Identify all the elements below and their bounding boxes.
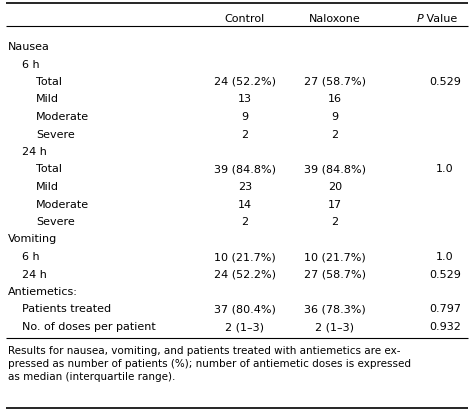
Text: Moderate: Moderate <box>36 112 89 122</box>
Text: 9: 9 <box>331 112 338 122</box>
Text: 2 (1–3): 2 (1–3) <box>226 322 264 332</box>
Text: 1.0: 1.0 <box>436 165 454 174</box>
Text: Results for nausea, vomiting, and patients treated with antiemetics are ex-: Results for nausea, vomiting, and patien… <box>8 346 401 356</box>
Text: 36 (78.3%): 36 (78.3%) <box>304 304 366 315</box>
Text: 27 (58.7%): 27 (58.7%) <box>304 270 366 279</box>
Text: 17: 17 <box>328 200 342 210</box>
Text: 2: 2 <box>241 129 248 139</box>
Text: 6 h: 6 h <box>22 252 40 262</box>
Text: 10 (21.7%): 10 (21.7%) <box>304 252 366 262</box>
Text: 23: 23 <box>238 182 252 192</box>
Text: 24 (52.2%): 24 (52.2%) <box>214 77 276 87</box>
Text: 13: 13 <box>238 94 252 105</box>
Text: Severe: Severe <box>36 129 75 139</box>
Text: 0.529: 0.529 <box>429 270 461 279</box>
Text: 6 h: 6 h <box>22 60 40 69</box>
Text: 39 (84.8%): 39 (84.8%) <box>214 165 276 174</box>
Text: 10 (21.7%): 10 (21.7%) <box>214 252 276 262</box>
Text: Naloxone: Naloxone <box>309 14 361 24</box>
Text: 14: 14 <box>238 200 252 210</box>
Text: 24 (52.2%): 24 (52.2%) <box>214 270 276 279</box>
Text: Antiemetics:: Antiemetics: <box>8 287 78 297</box>
Text: 0.529: 0.529 <box>429 77 461 87</box>
Text: Moderate: Moderate <box>36 200 89 210</box>
Text: Vomiting: Vomiting <box>8 234 57 244</box>
Text: No. of doses per patient: No. of doses per patient <box>22 322 156 332</box>
Text: 27 (58.7%): 27 (58.7%) <box>304 77 366 87</box>
Text: 1.0: 1.0 <box>436 252 454 262</box>
Text: P: P <box>416 14 423 24</box>
Text: Value: Value <box>423 14 457 24</box>
Text: 20: 20 <box>328 182 342 192</box>
Text: Control: Control <box>225 14 265 24</box>
Text: Total: Total <box>36 165 62 174</box>
Text: 2: 2 <box>241 217 248 227</box>
Text: Severe: Severe <box>36 217 75 227</box>
Text: 2: 2 <box>331 217 338 227</box>
Text: 39 (84.8%): 39 (84.8%) <box>304 165 366 174</box>
Text: 24 h: 24 h <box>22 270 47 279</box>
Text: 0.932: 0.932 <box>429 322 461 332</box>
Text: pressed as number of patients (%); number of antiemetic doses is expressed: pressed as number of patients (%); numbe… <box>8 359 411 369</box>
Text: Mild: Mild <box>36 182 59 192</box>
Text: 2 (1–3): 2 (1–3) <box>316 322 355 332</box>
Text: 2: 2 <box>331 129 338 139</box>
Text: Mild: Mild <box>36 94 59 105</box>
Text: 24 h: 24 h <box>22 147 47 157</box>
Text: 16: 16 <box>328 94 342 105</box>
Text: Patients treated: Patients treated <box>22 304 111 315</box>
Text: 0.797: 0.797 <box>429 304 461 315</box>
Text: Total: Total <box>36 77 62 87</box>
Text: Nausea: Nausea <box>8 42 50 52</box>
Text: as median (interquartile range).: as median (interquartile range). <box>8 372 175 382</box>
Text: 9: 9 <box>241 112 248 122</box>
Text: 37 (80.4%): 37 (80.4%) <box>214 304 276 315</box>
